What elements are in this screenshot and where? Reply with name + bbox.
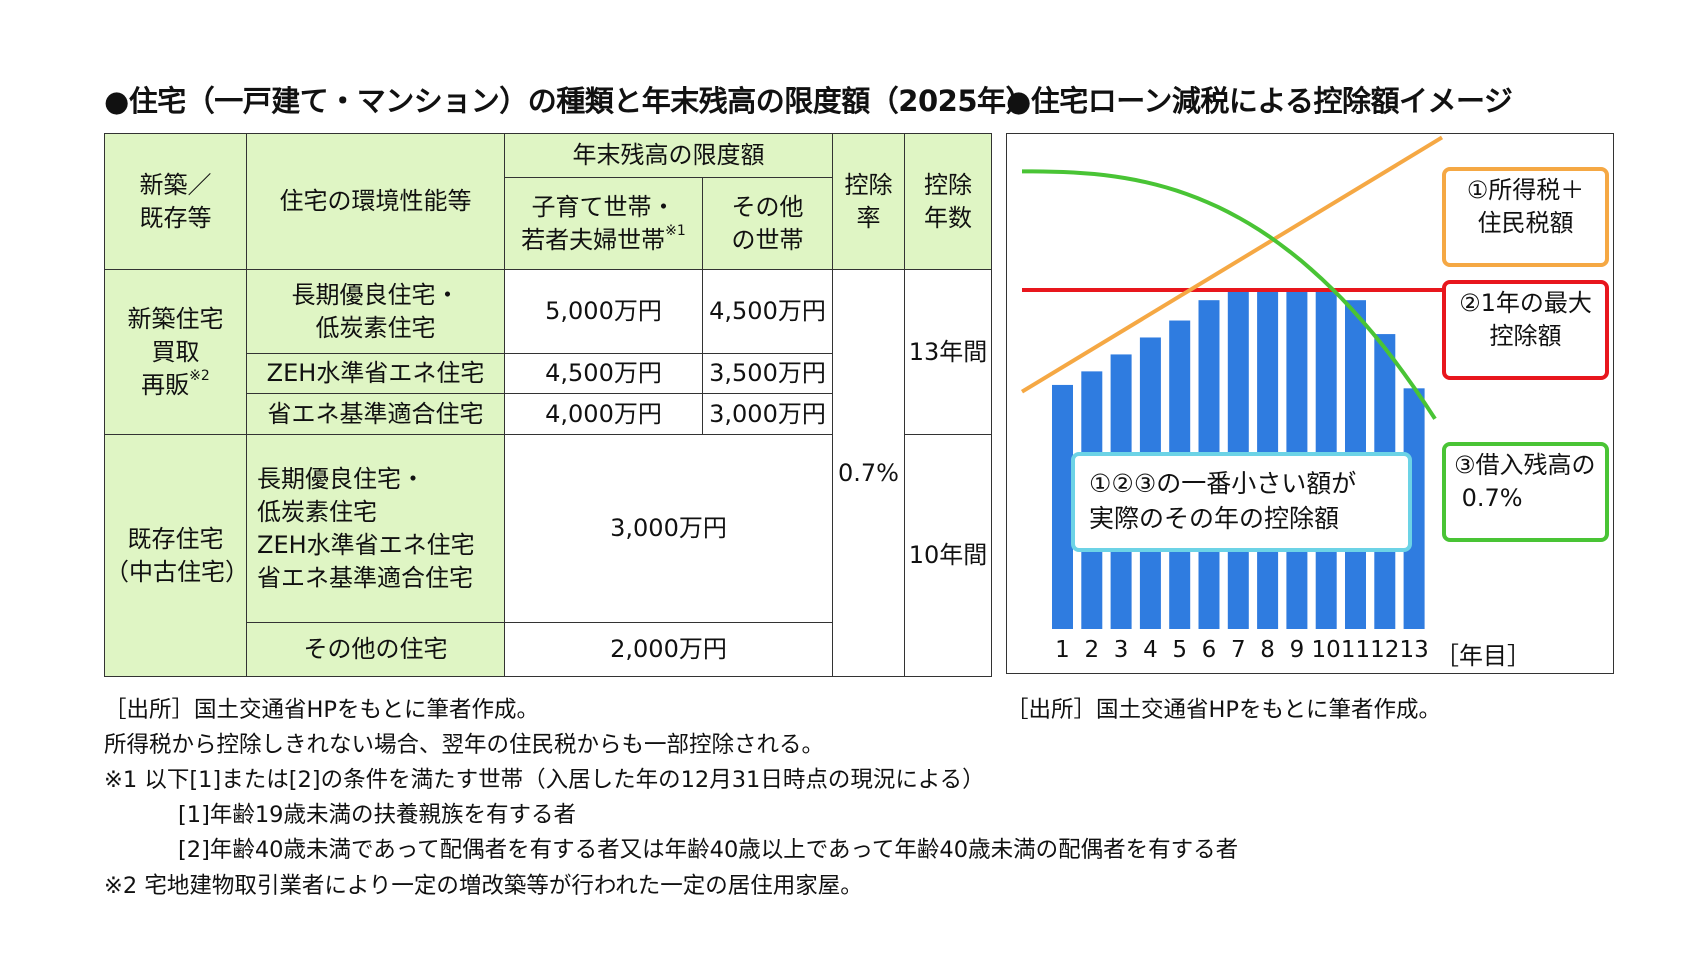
label-actual-deduction: ①②③の一番小さい額が 実際のその年の控除額 [1071,452,1412,552]
header-limit: 年末残高の限度額 [504,133,833,178]
note-2: ※2 宅地建物取引業者により一定の増改築等が行われた一定の居住用家屋。 [104,873,863,899]
loan-balance-curve [1022,169,1437,420]
header-other-household: その他 の世帯 [702,177,833,270]
zeh-child-limit: 4,500万円 [504,353,703,394]
deduction-rate: 0.7% [832,269,905,677]
new-house-kind: 新築住宅 買取 再販※2 [104,269,247,435]
x-tick-label: 6 [1201,637,1217,663]
eco-other-limit: 3,000万円 [702,393,833,435]
x-tick-label: 9 [1289,637,1305,663]
source-right: ［出所］国土交通省HPをもとに筆者作成。 [1006,697,1442,723]
x-tick-label: 12 [1370,637,1400,663]
table-title: ●住宅（一戸建て・マンション）の種類と年末残高の限度額（2025年） [104,84,1035,118]
income-tax-line [1020,135,1444,394]
x-tick-label: 2 [1084,637,1100,663]
long-term-child-limit: 5,000万円 [504,269,703,354]
deduction-chart: 1 2 3 4 5 6 7 8 9 10 11 12 13 ［年目］ ①所得税＋ 住民税額 ②1年の最大控… [1006,133,1614,674]
source-left: ［出所］国土交通省HPをもとに筆者作成。 [104,697,540,723]
label-max-deduction: ②1年の最大 控除額 [1442,280,1609,380]
label-income-tax: ①所得税＋ 住民税額 [1442,167,1609,267]
label-loan-balance: ③借入残高の 0.7% [1442,442,1609,542]
row-long-term: 長期優良住宅・ 低炭素住宅 [246,269,505,354]
chart-bar [1052,384,1073,629]
header-rate: 控除率 [832,133,905,270]
x-tick-label: 4 [1143,637,1158,663]
chart-bar [1403,388,1425,629]
years-new: 13年間 [904,269,992,435]
long-term-other-limit: 4,500万円 [702,269,833,354]
years-existing: 10年間 [904,434,992,677]
chart-title: ●住宅ローン減税による控除額イメージ [1006,84,1513,118]
x-tick-label: 13 [1399,637,1429,663]
header-env: 住宅の環境性能等 [246,133,505,270]
existing-limit: 3,000万円 [504,434,833,623]
row-existing-env: 長期優良住宅・ 低炭素住宅 ZEH水準省エネ住宅 省エネ基準適合住宅 [246,434,505,623]
header-child-household: 子育て世帯・ 若者夫婦世帯※1 [504,177,703,270]
note-1-condition-2: [2]年齢40歳未満であって配偶者を有する者又は年齢40歳以上であって年齢40歳… [178,837,1239,863]
note-1-condition-1: [1]年齢19歳未満の扶養親族を有する者 [178,802,577,828]
note-1: ※1 以下[1]または[2]の条件を満たす世帯（入居した年の12月31日時点の現… [104,767,985,793]
x-tick-label: 10 [1311,637,1341,663]
header-kind: 新築／ 既存等 [104,133,247,270]
x-tick-label: 8 [1260,637,1275,663]
existing-other-limit: 2,000万円 [504,622,833,677]
x-axis-unit: ［年目］ [1435,642,1531,670]
x-tick-label: 7 [1230,637,1246,663]
x-tick-label: 3 [1113,637,1129,663]
limit-table: 新築／ 既存等 住宅の環境性能等 年末残高の限度額 控除率 控除 年数 子育て世帯・… [104,133,992,677]
x-tick-label: 5 [1172,637,1188,663]
existing-house-kind: 既存住宅 （中古住宅） [104,434,249,677]
zeh-other-limit: 3,500万円 [702,353,833,394]
row-existing-other: その他の住宅 [246,622,505,677]
eco-child-limit: 4,000万円 [504,393,703,435]
x-tick-label: 1 [1055,637,1070,663]
row-zeh: ZEH水準省エネ住宅 [246,353,505,394]
x-tick-label: 11 [1340,637,1371,663]
note-residence-tax: 所得税から控除しきれない場合、翌年の住民税からも一部控除される。 [104,732,825,758]
header-years: 控除 年数 [904,133,992,270]
row-eco: 省エネ基準適合住宅 [246,393,505,435]
